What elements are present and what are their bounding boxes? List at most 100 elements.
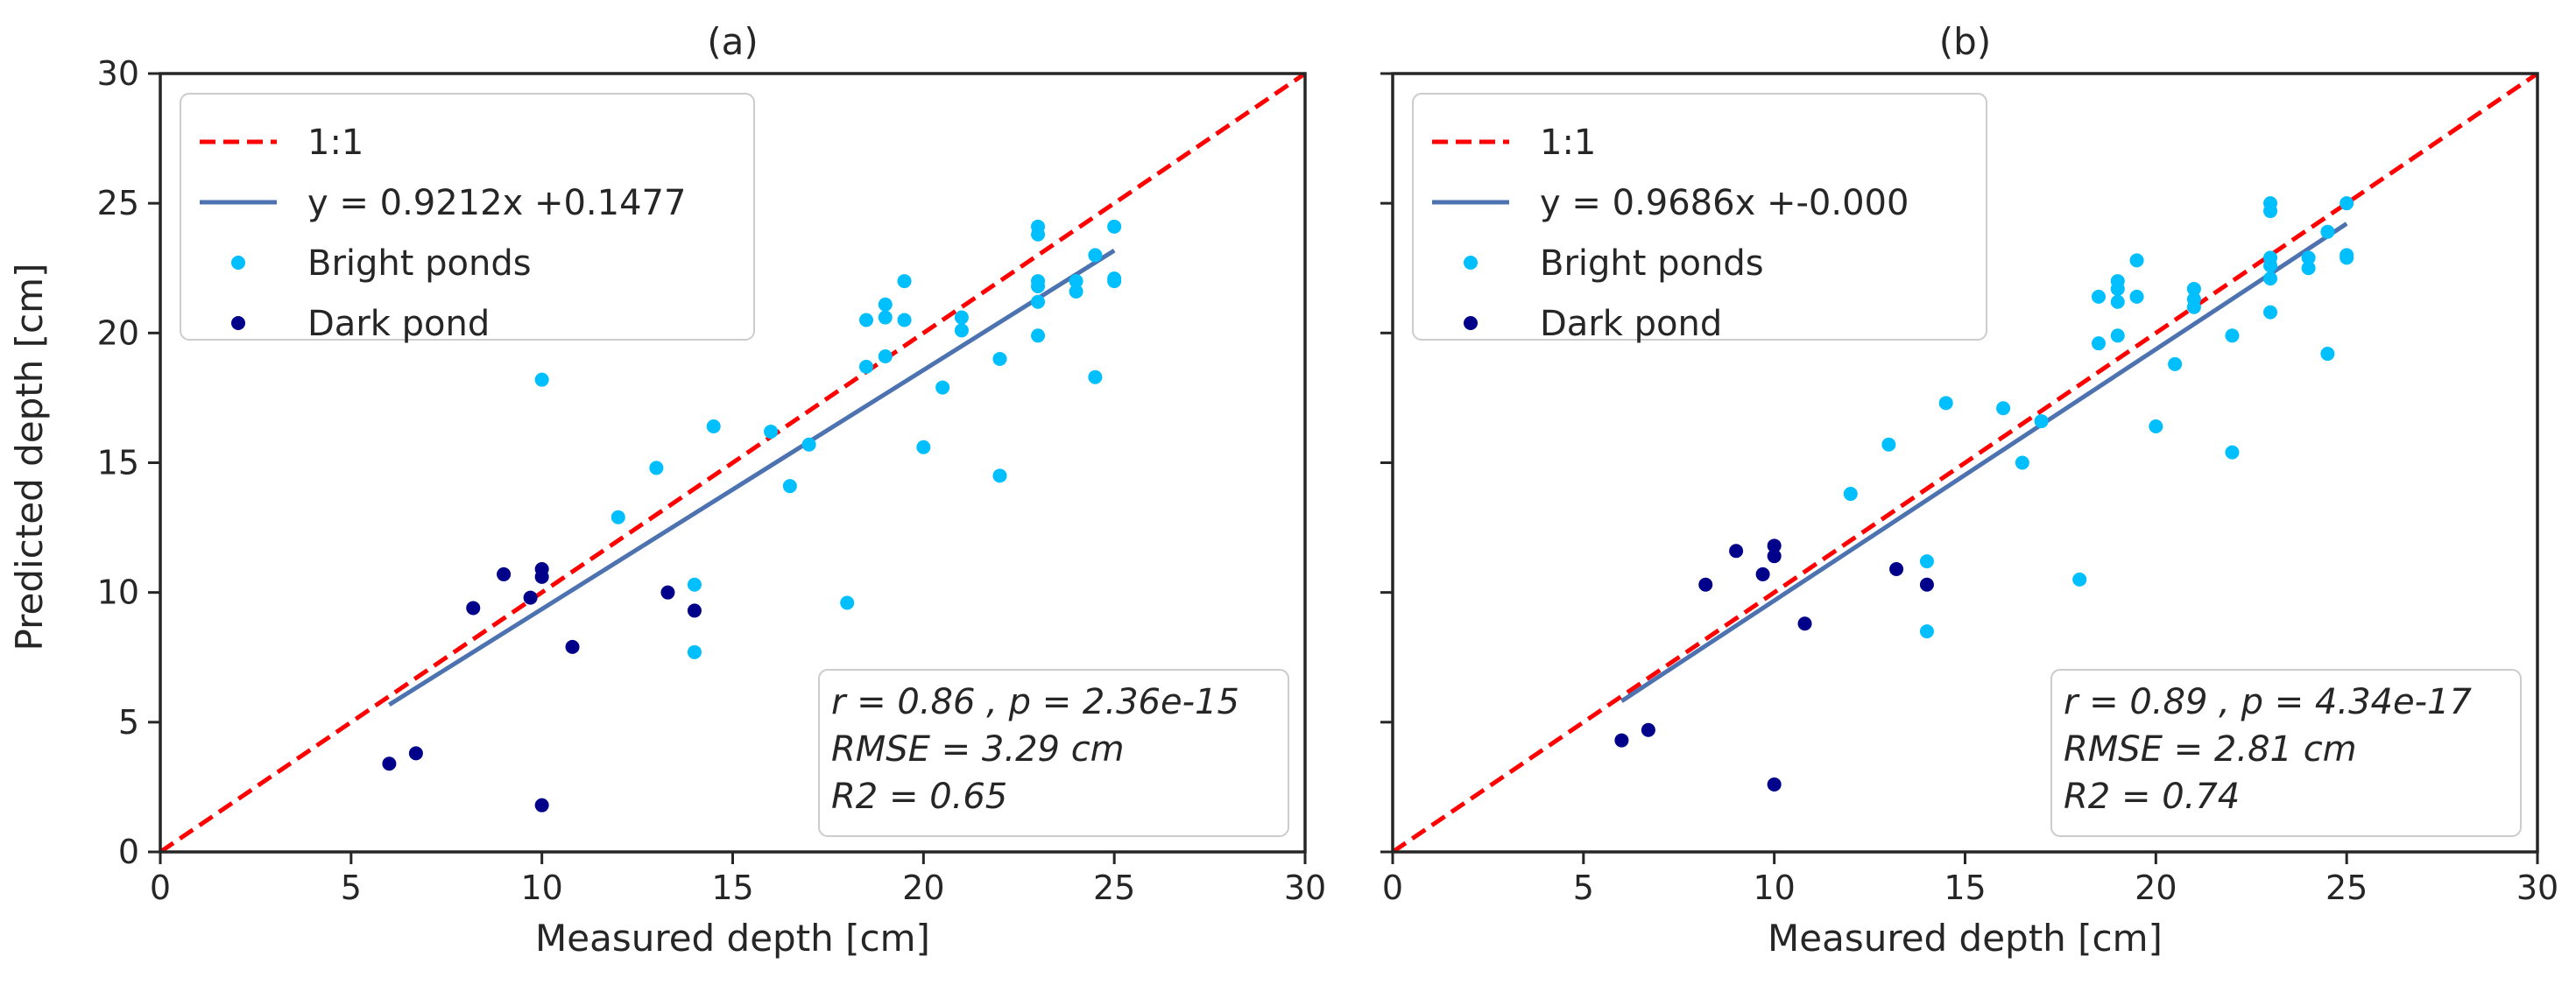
dark-pond-point <box>1698 577 1713 592</box>
bright-pond-point <box>2149 419 2163 434</box>
stats-box-frame <box>818 669 1289 837</box>
dark-pond-point <box>1767 538 1782 553</box>
x-tick-label: 10 <box>1753 869 1795 907</box>
dark-pond-point <box>687 603 702 618</box>
bright-pond-point <box>2015 455 2029 470</box>
bright-pond-point <box>916 440 931 454</box>
bright-pond-point <box>2091 336 2106 351</box>
bright-pond-point <box>2110 328 2125 343</box>
dark-pond-point <box>1767 777 1782 791</box>
bright-pond-point <box>2129 253 2144 268</box>
x-tick-label: 30 <box>1284 869 1326 907</box>
dark-pond-point <box>466 601 481 616</box>
bright-pond-point <box>858 313 873 327</box>
bright-pond-point <box>2186 281 2201 296</box>
bright-pond-point <box>610 510 625 524</box>
bright-pond-point <box>1088 248 1103 263</box>
bright-pond-point <box>1069 274 1083 289</box>
legend-swatch-dot <box>231 256 245 270</box>
y-tick-label: 5 <box>118 703 139 742</box>
stats-box: r = 0.89 , p = 4.34e-17 RMSE = 2.81 cm R2 … <box>2050 669 2522 837</box>
legend-item-bright: Bright ponds <box>1540 243 1764 284</box>
bright-pond-point <box>935 380 950 395</box>
stats-box-frame <box>2050 669 2522 837</box>
x-tick-label: 20 <box>2135 869 2177 907</box>
dark-pond-point <box>1889 561 1904 576</box>
bright-pond-point <box>782 479 797 494</box>
axes-frame <box>159 72 1307 854</box>
dark-pond-point <box>1755 566 1770 581</box>
panel-title: (b) <box>1939 20 1991 63</box>
bright-pond-point <box>649 461 664 475</box>
stats-box: r = 0.86 , p = 2.36e-15 RMSE = 3.29 cm R2 … <box>818 669 1289 837</box>
dark-pond-point <box>565 639 580 654</box>
dark-pond-point <box>408 746 423 761</box>
stats-rmse: RMSE = 2.81 cm <box>2064 729 2357 770</box>
legend-item-dark: Dark pond <box>307 304 490 344</box>
bright-pond-point <box>2072 572 2087 587</box>
bright-pond-point <box>2340 250 2354 265</box>
legend-item-fit: y = 0.9686x +-0.000 <box>1540 183 1909 223</box>
dark-pond-point <box>534 798 549 813</box>
dark-pond-point <box>1614 733 1629 748</box>
stats-r-p: r = 0.86 , p = 2.36e-15 <box>831 682 1239 722</box>
axes-frame <box>1391 72 2539 854</box>
bright-pond-point <box>1107 274 1122 289</box>
bright-pond-point <box>1031 227 1046 242</box>
bright-pond-point <box>992 468 1007 483</box>
x-tick-label: 20 <box>902 869 944 907</box>
dark-pond-point <box>1797 616 1812 631</box>
legend-item-fit: y = 0.9212x +0.1477 <box>307 183 686 223</box>
y-tick-label: 20 <box>97 313 139 352</box>
bright-pond-point <box>1881 437 1896 452</box>
bright-pond-point <box>1843 487 1858 502</box>
x-tick-label: 0 <box>1382 869 1403 907</box>
bright-pond-point <box>2110 281 2125 296</box>
y-tick-label: 15 <box>97 444 139 482</box>
bright-pond-point <box>764 424 779 439</box>
legend-item-bright: Bright ponds <box>307 243 532 284</box>
bright-pond-point <box>706 419 721 434</box>
bright-pond-point <box>687 644 702 659</box>
one-to-one-line <box>160 74 1305 852</box>
legend: 1:1 y = 0.9686x +-0.000 Bright ponds Dark p… <box>1412 93 1987 344</box>
bright-pond-point <box>878 349 893 364</box>
one-to-one-line <box>1393 74 2537 852</box>
stats-r-p: r = 0.89 , p = 4.34e-17 <box>2064 682 2472 722</box>
x-tick-label: 0 <box>150 869 171 907</box>
stats-rmse: RMSE = 3.29 cm <box>831 729 1125 770</box>
bright-pond-point <box>1031 294 1046 309</box>
x-tick-label: 25 <box>1093 869 1135 907</box>
legend-item-dark: Dark pond <box>1540 304 1722 344</box>
y-tick-label: 10 <box>97 573 139 612</box>
bright-pond-point <box>1031 278 1046 293</box>
bright-pond-point <box>2320 224 2335 239</box>
bright-pond-point <box>2168 356 2183 371</box>
bright-pond-point <box>1919 554 1934 569</box>
bright-pond-point <box>2320 347 2335 362</box>
legend-item-one-to-one: 1:1 <box>307 123 363 163</box>
legend-item-one-to-one: 1:1 <box>1540 123 1596 163</box>
y-tick-label: 25 <box>97 184 139 222</box>
bright-pond-point <box>897 313 912 327</box>
bright-pond-point <box>878 310 893 325</box>
x-axis-label: Measured depth [cm] <box>535 917 930 960</box>
bright-pond-point <box>1996 401 2011 416</box>
dark-pond-point <box>382 756 397 771</box>
bright-pond-point <box>2263 271 2278 286</box>
legend: 1:1 y = 0.9212x +0.1477 Bright ponds Dark p… <box>180 93 755 344</box>
fit-line <box>1620 222 2348 703</box>
dark-pond-point <box>1767 549 1782 564</box>
bright-pond-point <box>954 310 969 325</box>
legend-swatch-dot <box>231 316 245 330</box>
bright-pond-point <box>687 577 702 592</box>
bright-pond-point <box>897 274 912 289</box>
bright-pond-point <box>954 323 969 338</box>
dark-pond-point <box>523 590 538 605</box>
panel-b: (b) 0 5 10 15 20 25 30 Measured depth [cm] 1:1 y =… <box>1380 20 2558 960</box>
x-tick-label: 15 <box>711 869 753 907</box>
bright-pond-point <box>2186 299 2201 314</box>
dark-pond-point <box>497 566 512 581</box>
bright-pond-point <box>1069 284 1083 299</box>
